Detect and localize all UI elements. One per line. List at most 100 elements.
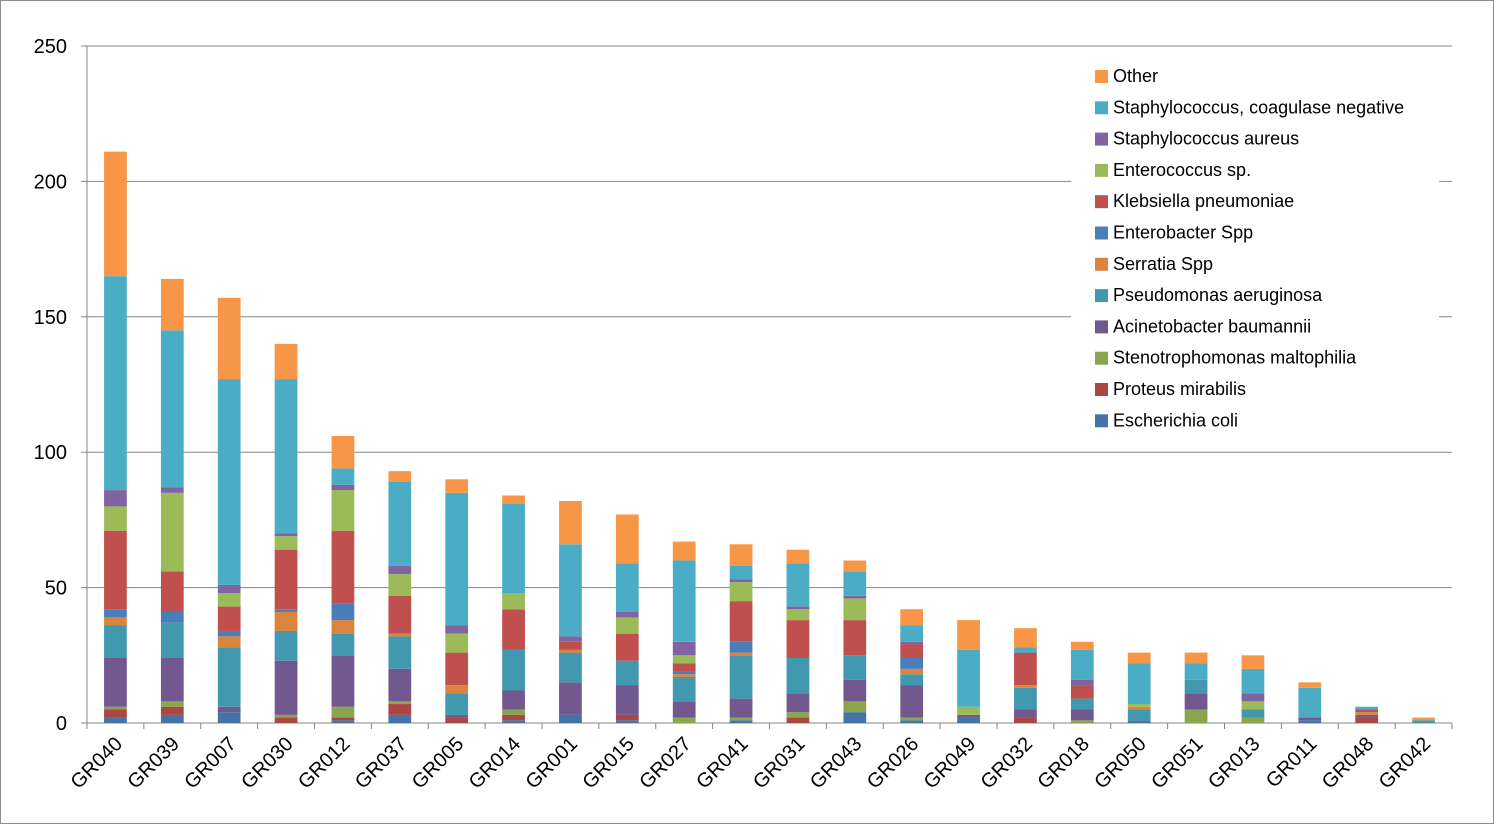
bar-segment xyxy=(1184,679,1208,694)
bar-segment xyxy=(1241,655,1265,669)
bar-segment xyxy=(502,690,525,710)
bar-segment xyxy=(104,609,127,618)
bar-segment xyxy=(1412,717,1435,721)
bar-segment xyxy=(445,685,469,694)
bar-segment xyxy=(786,693,810,713)
bar-segment xyxy=(502,714,525,721)
bar-segment xyxy=(388,595,412,634)
bar-segment xyxy=(843,598,867,621)
legend-label: Escherichia coli xyxy=(1113,410,1238,430)
y-tick-label: 100 xyxy=(34,442,67,464)
bar-segment xyxy=(615,685,639,715)
bar-segment xyxy=(331,633,355,656)
bar-segment xyxy=(1355,706,1379,710)
bar-segment xyxy=(388,633,412,637)
x-tick-label: GR050 xyxy=(1090,733,1150,793)
bar-segment xyxy=(217,647,241,707)
bar-segment xyxy=(1014,717,1037,723)
bar-segment xyxy=(331,655,355,707)
x-tick-label: GR051 xyxy=(1147,733,1207,793)
bar-segment xyxy=(160,278,184,331)
bar-segment xyxy=(559,652,582,683)
x-tick-label: GR048 xyxy=(1318,733,1378,793)
x-tick-label: GR027 xyxy=(635,733,695,793)
bar-segment xyxy=(1127,704,1151,707)
legend-label: Acinetobacter baumannii xyxy=(1113,316,1311,336)
bar-segment xyxy=(445,479,469,493)
x-tick-label: GR026 xyxy=(863,733,923,793)
bar-segment xyxy=(388,565,412,575)
bar-segment xyxy=(160,714,184,723)
bar-segment xyxy=(331,435,355,469)
bar-segment xyxy=(1184,693,1208,710)
bar-segment xyxy=(274,549,298,610)
bar-segment xyxy=(729,698,753,718)
bar-segment xyxy=(274,717,298,723)
bar-segment xyxy=(274,660,298,715)
bar-segment xyxy=(388,636,412,669)
bar-segment xyxy=(1184,652,1208,664)
x-tick-label: GR013 xyxy=(1204,733,1264,793)
x-tick-label: GR030 xyxy=(237,733,297,793)
y-tick-label: 250 xyxy=(34,36,67,58)
legend: Other Staphylococcus, coagulase negative S… xyxy=(1071,57,1439,441)
bar-segment xyxy=(445,717,469,723)
x-tick-label: GR040 xyxy=(67,733,127,793)
bar-segment xyxy=(957,714,980,718)
bar-segment xyxy=(1127,706,1151,710)
legend-label: Enterococcus sp. xyxy=(1113,160,1251,180)
bar-segment xyxy=(615,611,639,618)
bar-segment xyxy=(502,709,525,715)
bar-segment xyxy=(1184,663,1208,680)
bar-segment xyxy=(729,544,753,566)
bar-segment xyxy=(331,484,355,491)
y-tick-label: 150 xyxy=(34,307,67,329)
bar-segment xyxy=(729,641,753,653)
legend-swatch xyxy=(1095,414,1108,428)
bar-segment xyxy=(672,671,696,675)
bar-segment xyxy=(445,693,469,715)
bar-segment xyxy=(445,714,469,718)
legend-swatch xyxy=(1095,351,1108,365)
bar-segment xyxy=(160,571,184,612)
axes: 0 50 100 150 200 250 xyxy=(34,36,1453,735)
bar-segment xyxy=(331,717,355,721)
bar-segment xyxy=(672,674,696,677)
bar-segment xyxy=(786,606,810,610)
bar-segment xyxy=(274,714,298,718)
bar-segment xyxy=(104,706,127,710)
legend-swatch xyxy=(1095,70,1108,83)
bar-segment xyxy=(217,584,241,594)
bar-segment xyxy=(445,652,469,686)
bar-segment xyxy=(217,706,241,713)
legend-label: Enterobacter Spp xyxy=(1113,223,1253,243)
bar-segment xyxy=(274,379,298,534)
bar-segment xyxy=(900,625,924,642)
bar-segment xyxy=(1241,717,1265,723)
bar-segment xyxy=(1014,647,1037,653)
bar-segment xyxy=(104,625,127,659)
bar-segment xyxy=(445,633,469,653)
bar-segment xyxy=(388,471,412,482)
bar-segment xyxy=(1070,685,1094,699)
bar-segment xyxy=(331,620,355,634)
bar-segment xyxy=(104,490,127,507)
legend-swatch xyxy=(1095,132,1108,146)
bar-segment xyxy=(160,492,184,572)
bar-segment xyxy=(786,609,810,621)
bar-segment xyxy=(559,649,582,653)
bar-segment xyxy=(900,658,924,669)
x-tick-label: GR032 xyxy=(977,733,1037,793)
bar-segment xyxy=(502,593,525,610)
bar-segment xyxy=(104,658,127,707)
bar-segment xyxy=(160,330,184,488)
bar-segment xyxy=(1070,679,1094,686)
bar-segment xyxy=(1127,652,1151,664)
bar-segment xyxy=(1014,709,1037,718)
bar-segment xyxy=(615,563,639,612)
bar-segment xyxy=(900,674,924,686)
bar-segment xyxy=(274,536,298,550)
x-tick-label: GR001 xyxy=(522,733,582,793)
